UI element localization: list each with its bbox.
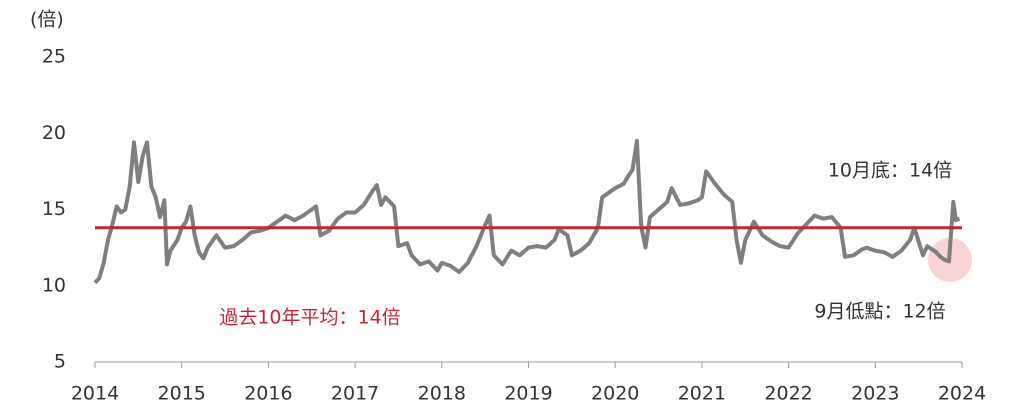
annotation: 9月低點：12倍 xyxy=(814,301,945,323)
x-tick-label: 2023 xyxy=(851,383,899,405)
x-tick-label: 2017 xyxy=(331,383,379,405)
y-tick-label: 5 xyxy=(54,351,66,373)
x-tick-label: 2024 xyxy=(938,383,986,405)
annotation: 10月底：14倍 xyxy=(828,160,952,182)
y-tick-label: 20 xyxy=(42,122,66,144)
y-tick-label: 25 xyxy=(42,46,66,68)
x-tick-label: 2015 xyxy=(158,383,206,405)
x-tick-label: 2020 xyxy=(591,383,639,405)
x-tick-label: 2016 xyxy=(244,383,292,405)
y-tick-label: 15 xyxy=(42,198,66,220)
y-tick-label: 10 xyxy=(42,274,66,296)
data-line xyxy=(93,138,961,285)
y-unit-label: (倍) xyxy=(30,9,64,31)
x-tick-label: 2022 xyxy=(764,383,812,405)
x-tick-label: 2021 xyxy=(678,383,726,405)
x-tick-label: 2018 xyxy=(418,383,466,405)
x-tick-label: 2019 xyxy=(504,383,552,405)
x-tick-label: 2014 xyxy=(71,383,119,405)
annotation: 過去10年平均：14倍 xyxy=(219,307,400,329)
